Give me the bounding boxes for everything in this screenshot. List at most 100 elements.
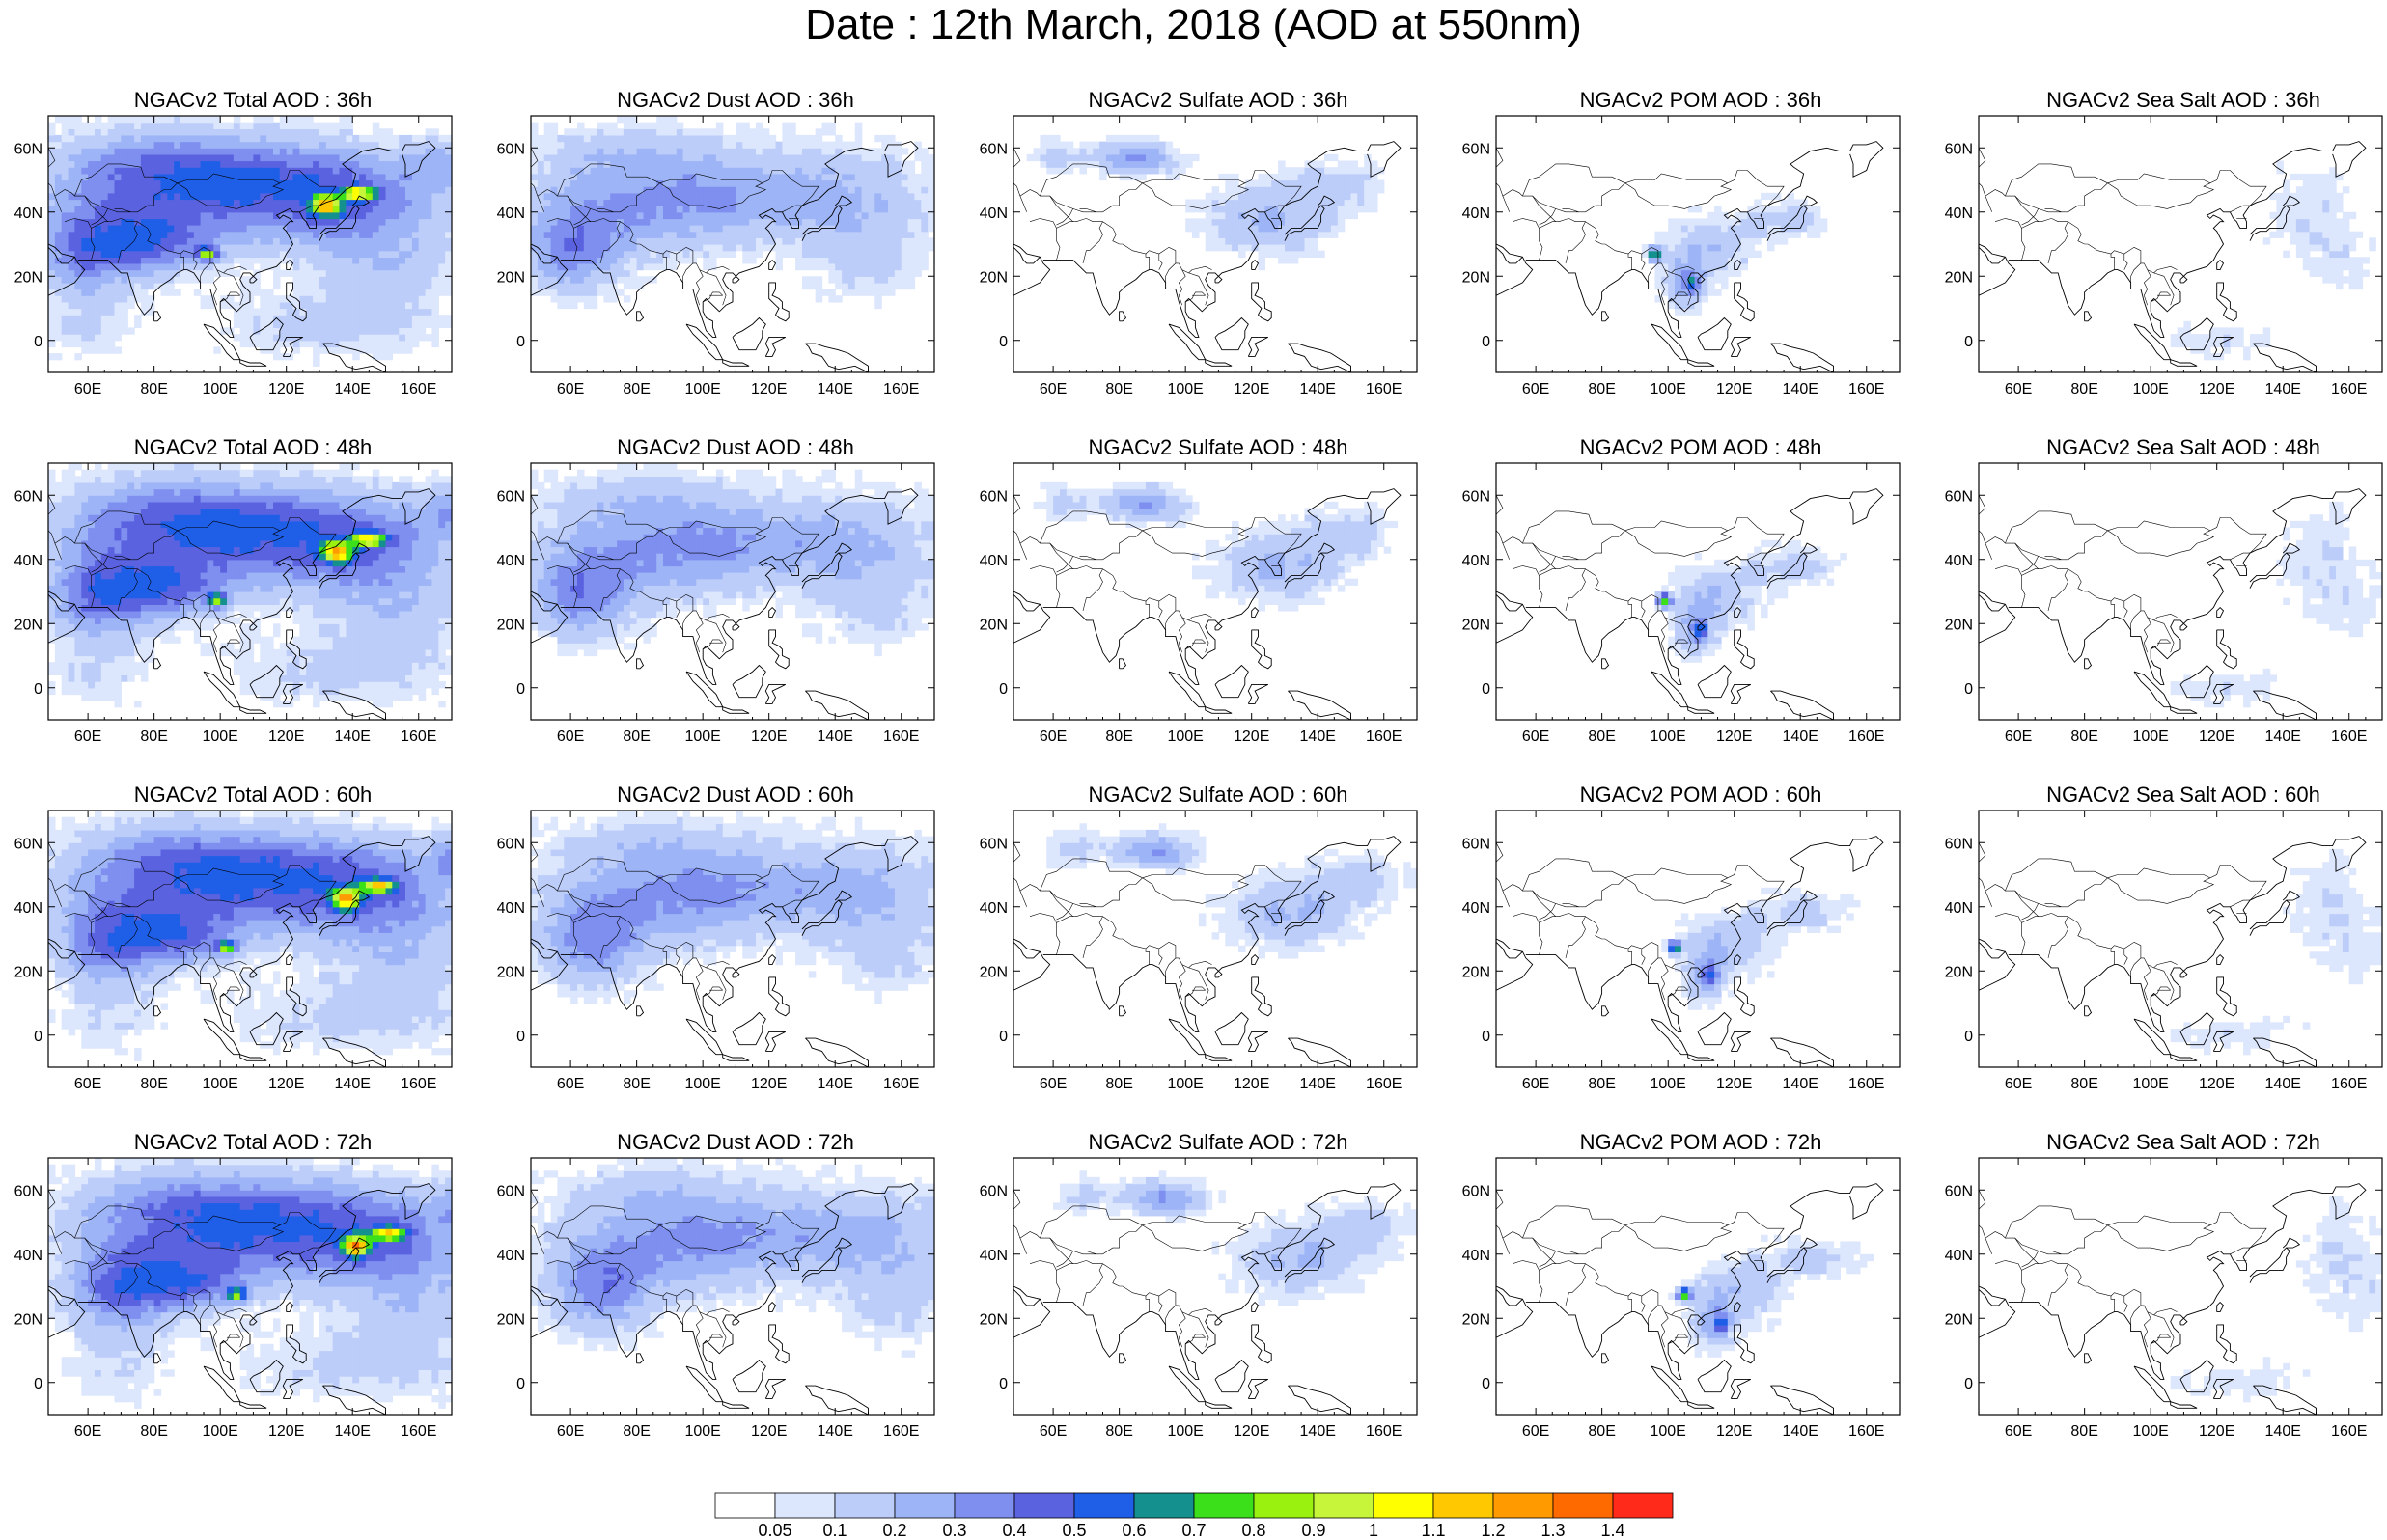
map-plot: 60E 80E 100E 120E 140E 160E 60N 40N 20N 0: [980, 115, 1418, 398]
map-plot: 60E 80E 100E 120E 140E 160E 60N 40N 20N 0: [980, 462, 1418, 745]
coastline: [1687, 706, 1715, 714]
country-border: [567, 1237, 591, 1264]
aod-shading: [531, 463, 934, 720]
lon-tick-label: 80E: [2070, 729, 2097, 745]
coastline: [1205, 1054, 1233, 1061]
lat-tick-label: 60N: [1945, 836, 1973, 852]
coastline: [1697, 622, 1706, 631]
lat-tick-label: 20N: [14, 964, 42, 980]
coastline: [531, 1285, 569, 1338]
country-border: [2230, 552, 2250, 561]
coastline: [249, 1011, 284, 1046]
aod-shading: [1496, 141, 1884, 372]
country-border: [1641, 949, 1646, 965]
colorbar-label: 1.2: [1481, 1521, 1505, 1538]
panel-title: NGACv2 Total AOD : 60h: [133, 783, 373, 807]
lon-tick-label: 140E: [335, 1076, 371, 1092]
coastline: [2179, 1359, 2214, 1393]
country-border: [223, 967, 244, 1001]
coastline: [1979, 593, 2006, 612]
country-border: [1049, 890, 1073, 917]
lat-tick-label: 0: [999, 1029, 1008, 1045]
panel-title: NGACv2 Sulfate AOD : 36h: [1088, 88, 1348, 112]
coastline: [1525, 1183, 1884, 1380]
coastline: [1651, 323, 1689, 361]
country-border: [573, 208, 591, 226]
map-frame: [47, 115, 453, 373]
coastline: [2179, 1011, 2214, 1046]
coastline: [1525, 141, 1884, 338]
country-border: [2110, 601, 2115, 618]
lat-tick-label: 0: [1964, 681, 1973, 698]
panel-title: NGACv2 Dust AOD : 48h: [617, 435, 854, 459]
coastline: [1979, 1285, 2016, 1338]
coastline: [351, 195, 371, 206]
coastline: [2133, 1018, 2172, 1056]
lon-tick-label: 140E: [1783, 729, 1818, 745]
country-border: [1502, 170, 1785, 213]
lon-tick-label: 80E: [2070, 381, 2097, 398]
coastline: [1119, 1353, 1127, 1364]
coastline: [1525, 836, 1884, 1032]
map-panel: NGACv2 Sulfate AOD : 48h 60E 80E 100E 120E 14…: [980, 435, 1450, 769]
lat-tick-label: 20N: [497, 964, 525, 980]
coastline: [1013, 246, 1041, 264]
coastline: [1979, 243, 2016, 296]
country-border: [200, 1305, 211, 1325]
coastline: [1205, 1401, 1233, 1409]
country-border: [2123, 601, 2128, 618]
country-border: [84, 542, 108, 569]
lon-tick-label: 80E: [1105, 1076, 1132, 1092]
panel-title: NGACv2 Sulfate AOD : 48h: [1088, 435, 1348, 459]
country-border: [1979, 148, 1986, 197]
coastline: [1013, 591, 1051, 644]
coastline: [351, 890, 371, 901]
coastline: [48, 941, 75, 959]
coastline: [286, 259, 294, 271]
country-border: [65, 913, 96, 955]
coastline: [768, 606, 777, 619]
map-frame: [530, 810, 935, 1068]
coastline: [1496, 941, 1523, 959]
country-border: [1142, 1224, 1250, 1251]
lon-tick-label: 60E: [557, 1076, 584, 1092]
lon-tick-label: 120E: [1716, 729, 1752, 745]
lon-tick-label: 60E: [1040, 1423, 1067, 1440]
coastline: [2179, 1317, 2188, 1326]
coastline: [1496, 938, 1534, 991]
coastline: [203, 671, 241, 708]
map-frame: [530, 1157, 935, 1416]
lon-tick-label: 140E: [1300, 1076, 1336, 1092]
coastline: [732, 1317, 740, 1326]
coastline: [531, 243, 569, 296]
lon-tick-label: 60E: [1522, 381, 1549, 398]
map-plot: 60E 80E 100E 120E 140E 160E 60N 40N 20N 0: [1462, 810, 1901, 1092]
map-plot: 60E 80E 100E 120E 140E 160E 60N 40N 20N 0: [980, 810, 1418, 1092]
country-border: [2044, 208, 2062, 213]
coastline: [249, 622, 258, 631]
country-border: [2021, 1251, 2039, 1268]
lon-tick-label: 140E: [818, 1076, 853, 1092]
country-border: [1660, 617, 1669, 653]
country-border: [1158, 601, 1163, 618]
country-border: [573, 218, 621, 263]
country-border: [2021, 913, 2068, 958]
country-border: [1671, 1314, 1692, 1348]
lon-tick-label: 160E: [401, 381, 436, 398]
country-border: [676, 1296, 680, 1312]
country-border: [1522, 163, 1625, 197]
colorbar-swatch: [774, 1492, 836, 1519]
lat-tick-label: 40N: [980, 553, 1008, 569]
country-border: [1995, 218, 2026, 261]
map-frame: [47, 810, 453, 1068]
country-border: [2230, 899, 2250, 908]
country-border: [676, 254, 680, 270]
country-border: [1165, 1305, 1177, 1325]
lat-tick-label: 0: [1482, 1029, 1490, 1045]
lat-tick-label: 0: [34, 334, 42, 350]
lon-tick-label: 120E: [751, 1423, 787, 1440]
country-border: [212, 617, 221, 653]
coastline: [1687, 1054, 1715, 1061]
lat-tick-label: 20N: [14, 1311, 42, 1328]
